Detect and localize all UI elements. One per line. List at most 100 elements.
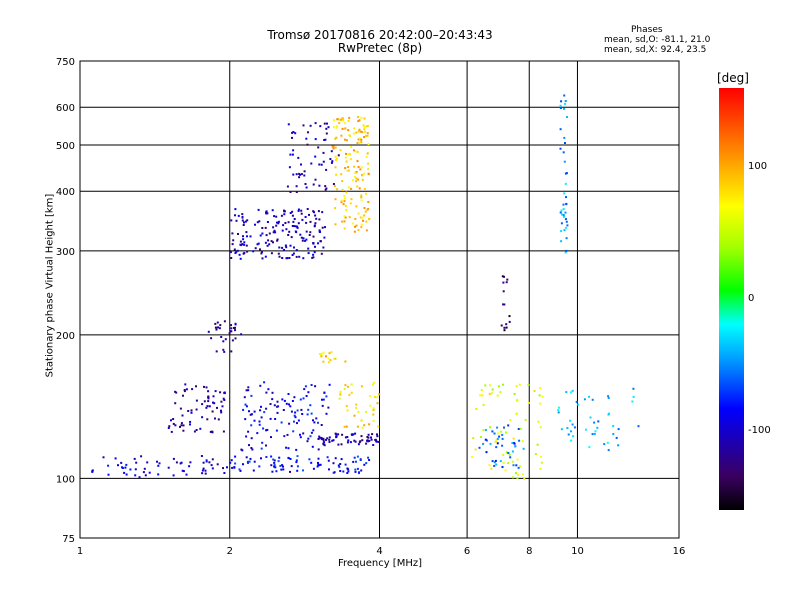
- data-point: [180, 424, 183, 427]
- data-point: [509, 456, 512, 459]
- data-point: [565, 202, 568, 205]
- data-point: [360, 116, 363, 119]
- colorbar-tick-label: 100: [748, 161, 768, 173]
- data-point: [246, 219, 249, 222]
- data-point: [288, 257, 291, 259]
- data-point: [229, 330, 232, 333]
- data-point: [347, 470, 350, 473]
- data-point: [366, 124, 369, 127]
- data-point: [372, 419, 375, 422]
- data-point: [250, 394, 253, 397]
- plot-frame: [79, 60, 680, 539]
- data-point: [516, 477, 519, 480]
- data-point: [339, 470, 342, 472]
- data-point: [561, 213, 563, 216]
- data-point: [560, 230, 563, 233]
- data-point: [317, 146, 320, 149]
- data-point: [300, 236, 303, 239]
- data-point: [327, 459, 330, 462]
- data-point: [245, 389, 248, 392]
- data-point: [212, 395, 215, 398]
- data-point: [519, 427, 522, 430]
- data-point: [363, 117, 366, 120]
- data-point: [277, 405, 280, 408]
- data-point: [249, 457, 252, 460]
- data-point: [365, 229, 368, 232]
- data-point: [503, 326, 506, 329]
- data-point: [230, 324, 232, 327]
- data-point: [257, 208, 260, 211]
- data-point: [222, 348, 225, 351]
- data-point: [342, 203, 345, 206]
- data-point: [250, 413, 253, 416]
- data-point: [182, 470, 185, 473]
- data-point: [210, 337, 213, 340]
- data-point: [217, 326, 219, 329]
- data-point: [256, 221, 259, 224]
- data-point: [170, 430, 173, 433]
- data-point: [291, 136, 293, 139]
- data-point: [204, 469, 207, 472]
- data-point: [274, 418, 277, 420]
- data-point: [354, 468, 357, 471]
- data-point: [296, 465, 299, 468]
- data-point: [245, 435, 248, 438]
- data-point: [273, 215, 276, 218]
- data-point: [260, 252, 263, 255]
- data-point: [266, 221, 269, 223]
- data-point: [181, 414, 184, 417]
- data-point: [340, 199, 343, 202]
- data-point: [144, 474, 147, 477]
- data-point: [189, 461, 192, 464]
- data-point: [269, 417, 272, 420]
- data-point: [370, 436, 372, 439]
- data-point: [495, 446, 498, 449]
- y-tick-label: 75: [62, 534, 75, 545]
- data-point: [280, 214, 283, 217]
- data-point: [562, 215, 565, 218]
- data-point: [505, 431, 507, 434]
- data-point: [353, 127, 356, 130]
- data-point: [563, 192, 566, 195]
- data-point: [596, 426, 599, 429]
- data-point: [232, 239, 235, 242]
- data-point: [289, 405, 292, 408]
- data-point: [327, 357, 330, 360]
- x-tick-label: 16: [673, 546, 686, 557]
- data-point: [612, 425, 615, 427]
- data-point: [539, 402, 542, 405]
- data-point: [482, 429, 485, 432]
- data-point: [221, 405, 224, 408]
- data-point: [341, 180, 344, 183]
- data-point: [363, 136, 366, 139]
- y-tick-label: 200: [56, 331, 75, 342]
- data-point: [490, 467, 493, 470]
- data-point: [230, 219, 233, 222]
- data-point: [283, 399, 286, 402]
- data-point: [588, 446, 591, 449]
- data-point: [505, 281, 508, 284]
- data-point: [208, 405, 211, 408]
- data-point: [201, 416, 204, 419]
- data-point: [571, 389, 574, 392]
- data-point: [183, 389, 186, 391]
- data-point: [368, 459, 371, 461]
- data-point: [212, 401, 214, 404]
- data-point: [349, 134, 351, 137]
- data-point: [276, 400, 279, 403]
- data-point: [174, 390, 177, 393]
- data-point: [231, 339, 234, 342]
- data-point: [281, 229, 284, 232]
- data-point: [280, 421, 283, 424]
- data-point: [355, 177, 358, 180]
- data-point: [205, 460, 208, 463]
- data-point: [502, 303, 505, 306]
- data-point: [514, 445, 517, 448]
- data-point: [233, 466, 236, 469]
- data-point: [201, 403, 204, 406]
- data-point: [267, 388, 270, 391]
- data-point: [120, 461, 123, 464]
- data-point: [185, 388, 188, 391]
- data-point: [506, 278, 509, 281]
- data-point: [350, 187, 353, 190]
